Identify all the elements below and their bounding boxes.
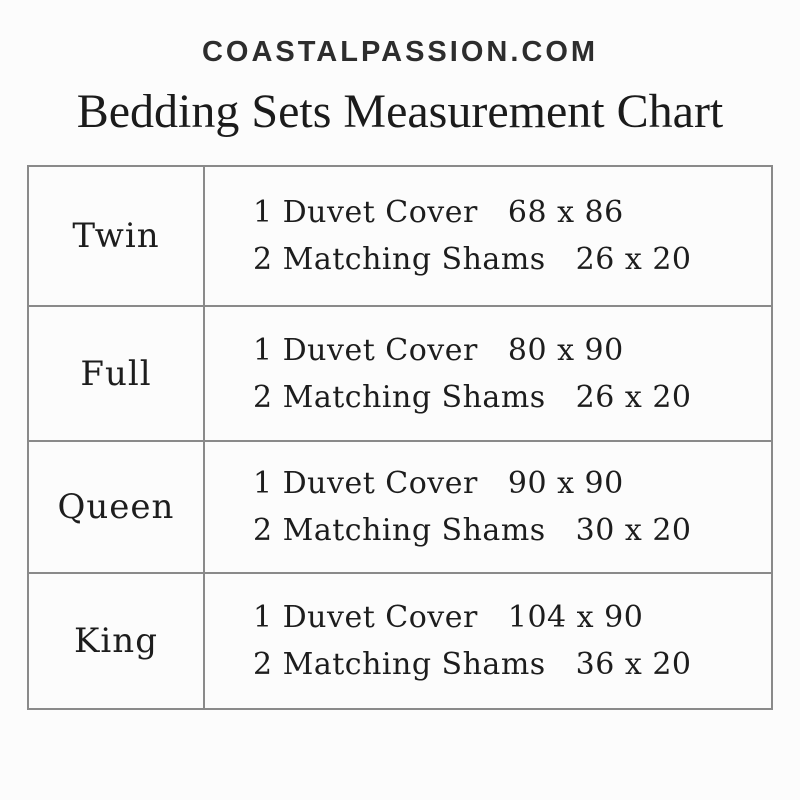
size-cell: King <box>29 574 205 708</box>
table-row-queen: Queen 1 Duvet Cover 90 x 90 2 Matching S… <box>29 440 771 572</box>
size-label: King <box>74 621 158 661</box>
item-dimensions: 26 x 20 <box>575 242 692 277</box>
item-dimensions: 68 x 86 <box>507 195 624 230</box>
detail-line: 2 Matching Shams 30 x 20 <box>253 507 771 554</box>
page-title: Bedding Sets Measurement Chart <box>76 85 724 138</box>
details-cell: 1 Duvet Cover 80 x 90 2 Matching Shams 2… <box>205 307 771 440</box>
item-label: 2 Matching Shams <box>253 242 546 277</box>
item-dimensions: 30 x 20 <box>575 513 692 548</box>
details-cell: 1 Duvet Cover 68 x 86 2 Matching Shams 2… <box>205 167 771 305</box>
item-label: 1 Duvet Cover <box>253 195 478 230</box>
details-cell: 1 Duvet Cover 104 x 90 2 Matching Shams … <box>205 574 771 708</box>
measurement-table: Twin 1 Duvet Cover 68 x 86 2 Matching Sh… <box>27 165 773 710</box>
size-label: Queen <box>57 487 175 527</box>
item-dimensions: 26 x 20 <box>575 379 692 415</box>
table-row-king: King 1 Duvet Cover 104 x 90 2 Matching S… <box>29 572 771 708</box>
detail-line: 2 Matching Shams 36 x 20 <box>253 641 771 688</box>
size-cell: Full <box>29 307 205 440</box>
details-cell: 1 Duvet Cover 90 x 90 2 Matching Shams 3… <box>205 442 771 572</box>
item-label: 2 Matching Shams <box>253 647 546 682</box>
item-dimensions: 36 x 20 <box>575 647 692 682</box>
item-label: 1 Duvet Cover <box>253 332 478 368</box>
detail-line: 1 Duvet Cover 90 x 90 <box>253 460 771 507</box>
detail-line: 1 Duvet Cover 80 x 90 <box>253 327 771 374</box>
item-label: 2 Matching Shams <box>253 513 546 548</box>
item-dimensions: 90 x 90 <box>507 466 624 501</box>
detail-line: 2 Matching Shams 26 x 20 <box>253 236 771 283</box>
item-label: 1 Duvet Cover <box>253 600 478 635</box>
table-row-twin: Twin 1 Duvet Cover 68 x 86 2 Matching Sh… <box>29 167 771 305</box>
size-cell: Queen <box>29 442 205 572</box>
item-label: 1 Duvet Cover <box>253 466 478 501</box>
detail-line: 2 Matching Shams 26 x 20 <box>253 374 771 421</box>
detail-line: 1 Duvet Cover 104 x 90 <box>253 594 771 641</box>
size-cell: Twin <box>29 167 205 305</box>
item-label: 2 Matching Shams <box>253 379 546 415</box>
item-dimensions: 104 x 90 <box>507 600 644 635</box>
table-row-full: Full 1 Duvet Cover 80 x 90 2 Matching Sh… <box>29 305 771 440</box>
size-label: Twin <box>72 216 160 256</box>
site-name-text: COASTALPASSION.COM <box>201 36 599 68</box>
size-label: Full <box>80 353 152 394</box>
item-dimensions: 80 x 90 <box>507 332 624 368</box>
detail-line: 1 Duvet Cover 68 x 86 <box>253 189 771 236</box>
